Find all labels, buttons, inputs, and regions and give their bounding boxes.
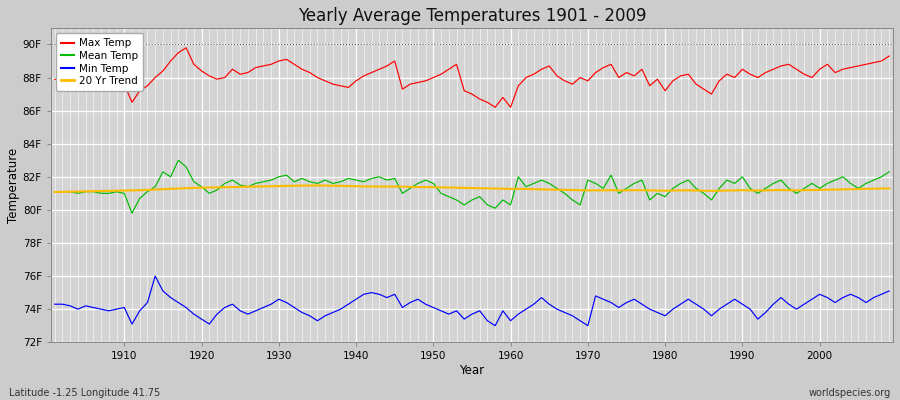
Legend: Max Temp, Mean Temp, Min Temp, 20 Yr Trend: Max Temp, Mean Temp, Min Temp, 20 Yr Tre…	[56, 33, 143, 91]
Y-axis label: Temperature: Temperature	[7, 148, 20, 223]
X-axis label: Year: Year	[459, 364, 484, 377]
Text: worldspecies.org: worldspecies.org	[809, 388, 891, 398]
Title: Yearly Average Temperatures 1901 - 2009: Yearly Average Temperatures 1901 - 2009	[298, 7, 646, 25]
Text: Latitude -1.25 Longitude 41.75: Latitude -1.25 Longitude 41.75	[9, 388, 160, 398]
